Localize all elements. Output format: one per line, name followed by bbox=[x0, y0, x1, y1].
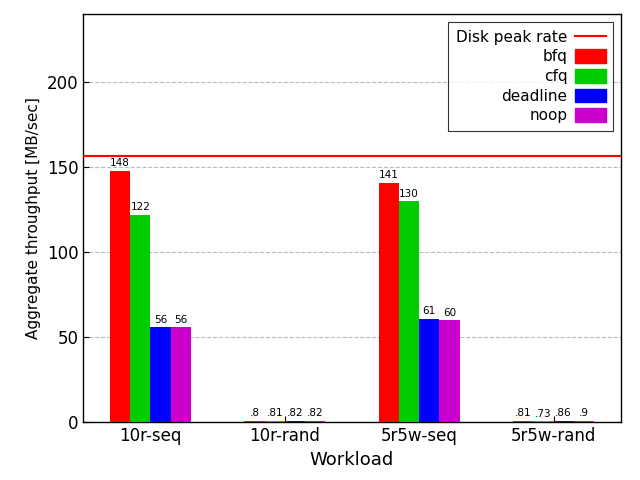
Bar bbox=[110, 171, 131, 422]
Text: .86: .86 bbox=[556, 408, 572, 419]
Bar bbox=[554, 421, 573, 422]
Bar bbox=[379, 183, 399, 422]
Text: 61: 61 bbox=[422, 306, 436, 316]
Bar bbox=[573, 421, 594, 422]
Text: 141: 141 bbox=[379, 170, 399, 180]
Text: .73: .73 bbox=[535, 408, 552, 419]
Bar bbox=[513, 421, 533, 422]
Text: 148: 148 bbox=[110, 158, 130, 168]
Bar bbox=[265, 421, 285, 422]
Text: 130: 130 bbox=[399, 189, 419, 199]
Bar bbox=[285, 421, 305, 422]
Text: 122: 122 bbox=[131, 203, 150, 213]
Bar bbox=[439, 321, 460, 422]
Bar bbox=[305, 421, 325, 422]
Text: .8: .8 bbox=[250, 408, 260, 419]
Bar bbox=[419, 319, 439, 422]
Bar bbox=[399, 202, 419, 422]
Text: .82: .82 bbox=[287, 408, 303, 419]
Bar bbox=[131, 215, 150, 422]
Text: .9: .9 bbox=[579, 408, 589, 419]
Legend: Disk peak rate, bfq, cfq, deadline, noop: Disk peak rate, bfq, cfq, deadline, noop bbox=[448, 22, 613, 131]
Text: .82: .82 bbox=[307, 408, 323, 419]
Text: .81: .81 bbox=[266, 408, 283, 419]
Text: .81: .81 bbox=[515, 408, 532, 419]
Bar bbox=[533, 421, 554, 422]
Text: 56: 56 bbox=[154, 315, 167, 324]
X-axis label: Workload: Workload bbox=[310, 451, 394, 469]
Bar bbox=[150, 327, 170, 422]
Text: 56: 56 bbox=[174, 315, 188, 324]
Y-axis label: Aggregate throughput [MB/sec]: Aggregate throughput [MB/sec] bbox=[26, 97, 41, 339]
Bar bbox=[170, 327, 191, 422]
Bar bbox=[244, 421, 265, 422]
Text: 60: 60 bbox=[443, 308, 456, 318]
